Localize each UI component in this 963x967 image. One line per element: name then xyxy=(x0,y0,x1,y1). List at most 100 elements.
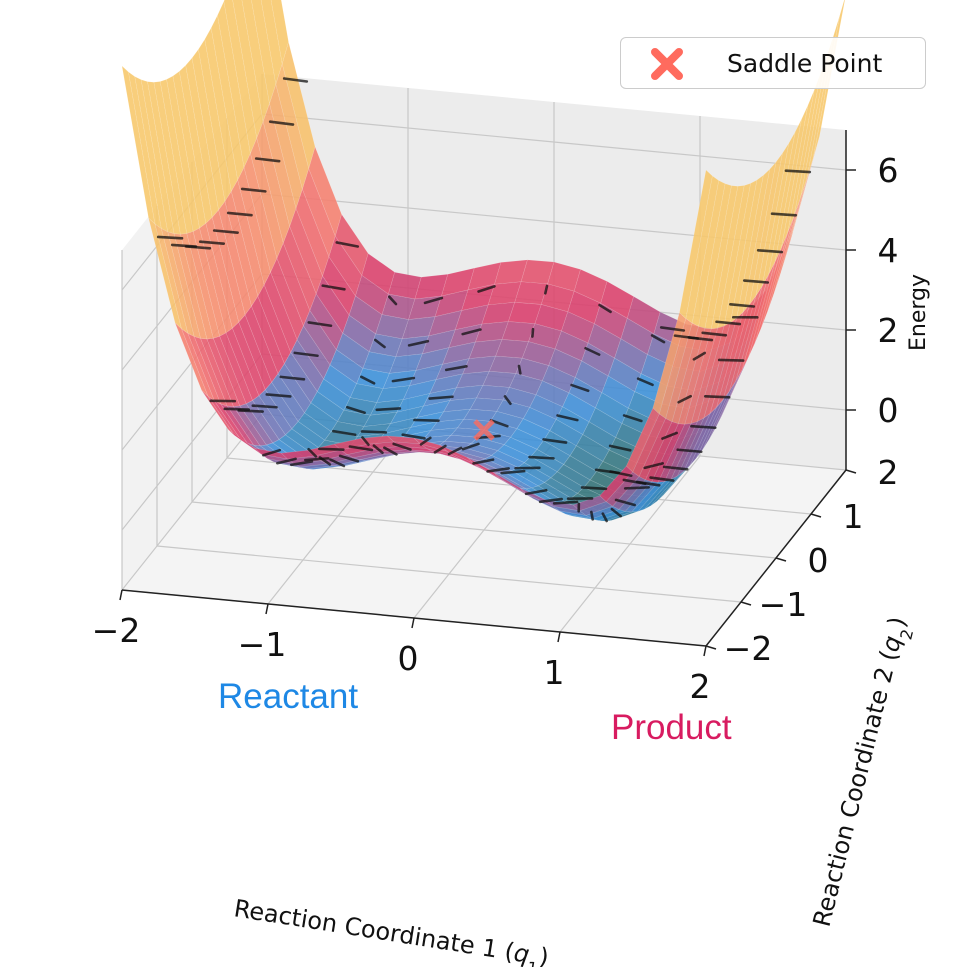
gradient-arrow xyxy=(770,212,798,217)
annotation-product: Product xyxy=(611,708,732,747)
gradient-arrow xyxy=(570,383,590,393)
gradient-arrow xyxy=(584,346,601,356)
x-axis-label: Reaction Coordinate 1 (q1) xyxy=(231,894,551,967)
gradient-arrow xyxy=(251,404,278,409)
gradient-arrow xyxy=(321,284,346,291)
gradient-arrow xyxy=(461,442,480,451)
legend: Saddle Point xyxy=(620,37,926,89)
y-tick-label: 0 xyxy=(808,541,829,580)
gradient-arrow xyxy=(374,338,386,349)
gradient-arrow xyxy=(531,327,535,338)
gradient-arrow xyxy=(318,447,345,451)
gradient-arrow xyxy=(413,418,440,423)
y-tick-label: 2 xyxy=(878,453,899,492)
gradient-arrow xyxy=(223,407,251,411)
y-tick xyxy=(810,513,822,518)
y-tick xyxy=(845,469,857,474)
gradient-arrow xyxy=(290,460,314,467)
gradient-arrow xyxy=(401,433,426,440)
y-tick-label: −2 xyxy=(724,629,773,668)
gradient-arrow xyxy=(156,235,184,240)
x-tick-label: −1 xyxy=(238,625,287,664)
gradient-arrow xyxy=(375,407,402,412)
gradient-arrow xyxy=(304,457,330,462)
gradient-arrow xyxy=(690,424,717,430)
x-tick-label: 0 xyxy=(398,639,419,678)
gradient-arrow xyxy=(433,444,447,454)
gradient-arrow xyxy=(240,187,267,193)
gradient-arrow xyxy=(500,469,526,475)
x-tick xyxy=(557,631,561,643)
x-tick-label: 2 xyxy=(690,667,711,706)
z-axis-label: Energy xyxy=(906,274,931,351)
gradient-arrow xyxy=(662,465,689,471)
surface-patch xyxy=(704,185,739,330)
gradient-arrow xyxy=(444,365,468,372)
gradient-arrow xyxy=(461,328,482,336)
gradient-arrow xyxy=(661,431,678,440)
gradient-arrow xyxy=(636,377,654,387)
saddle-point-marker-icon xyxy=(651,48,683,80)
gradient-arrow xyxy=(307,447,318,458)
gradient-arrow xyxy=(673,334,700,340)
gradient-arrow xyxy=(360,375,376,385)
gradient-arrow xyxy=(276,457,297,465)
x-tick xyxy=(411,617,415,629)
legend-label-saddle-point: Saddle Point xyxy=(727,49,883,78)
gradient-arrow xyxy=(692,351,706,361)
z-tick-label: 6 xyxy=(878,151,899,190)
gradient-arrow xyxy=(279,375,306,381)
gridline xyxy=(156,545,742,603)
y-tick xyxy=(705,645,717,650)
z-tick-label: 0 xyxy=(878,391,899,430)
gradient-arrow xyxy=(318,456,332,466)
gradient-arrow xyxy=(544,284,549,295)
gridline xyxy=(191,501,777,559)
gradient-arrow xyxy=(338,454,360,463)
gradient-arrow xyxy=(590,510,594,521)
gradient-arrow xyxy=(623,486,650,490)
gradient-arrow xyxy=(307,321,333,328)
gradient-arrow xyxy=(622,478,647,486)
z-tick-label: 4 xyxy=(878,231,899,270)
gradient-arrow xyxy=(598,303,612,314)
gradient-arrow xyxy=(517,364,522,375)
gradient-arrow xyxy=(254,157,281,163)
gradient-arrow xyxy=(784,169,812,174)
gradient-arrow xyxy=(329,458,346,468)
gradient-arrow xyxy=(477,285,496,293)
gradient-arrow xyxy=(372,444,384,455)
gradient-arrow xyxy=(170,243,198,248)
gradient-arrow xyxy=(335,241,360,248)
gradient-arrow xyxy=(265,393,292,398)
gradient-arrow xyxy=(729,303,756,308)
y-axis-label: Reaction Coordinate 2 (q2) xyxy=(808,614,919,931)
gradient-arrow xyxy=(580,486,608,491)
gradient-arrow xyxy=(556,414,579,422)
gradient-arrow xyxy=(649,476,675,482)
gradient-arrow xyxy=(659,326,686,332)
gradient-arrow xyxy=(423,296,444,305)
gradient-arrow xyxy=(486,467,510,473)
gradient-arrow xyxy=(503,395,512,405)
x-tick-label: 1 xyxy=(544,653,565,692)
surface-patch xyxy=(679,169,713,320)
gradient-arrow xyxy=(212,229,239,234)
gradient-arrow xyxy=(742,279,770,284)
gradient-arrow xyxy=(392,442,412,451)
x-tick-label: −2 xyxy=(92,611,141,650)
gradient-arrow xyxy=(226,211,253,217)
gradient-arrow xyxy=(524,488,548,496)
gradient-arrow xyxy=(472,458,495,465)
gradient-arrow xyxy=(419,436,432,446)
gradient-arrow xyxy=(650,334,666,344)
gradient-arrow xyxy=(489,419,509,428)
gradient-arrow xyxy=(383,446,398,456)
gradient-arrow xyxy=(677,394,692,404)
gradient-arrow xyxy=(528,455,555,460)
gradient-arrow xyxy=(293,351,319,358)
surface-patch xyxy=(698,183,732,329)
gradient-arrow xyxy=(268,120,295,126)
y-tick xyxy=(775,557,787,562)
